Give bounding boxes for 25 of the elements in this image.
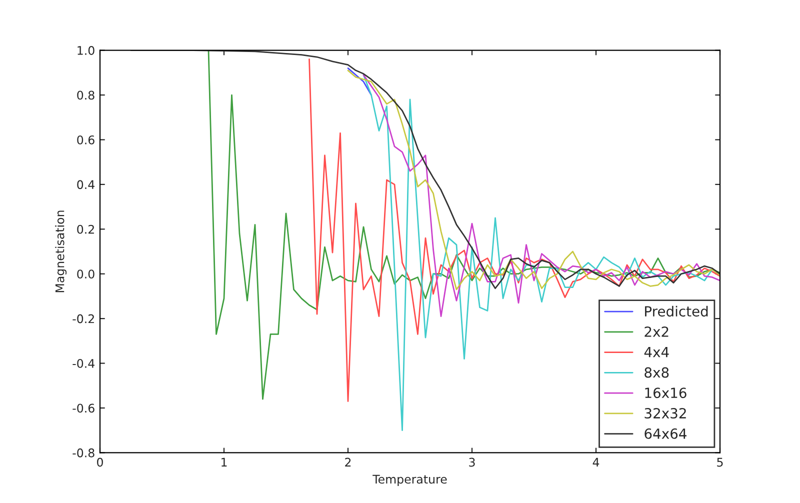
x-tick-label: 1 bbox=[222, 458, 227, 467]
x-tick-label: 3 bbox=[469, 458, 475, 467]
y-tick-label: 0.4 bbox=[77, 180, 94, 190]
legend-label: 16x16 bbox=[645, 388, 686, 398]
y-tick-label: 0.2 bbox=[77, 224, 94, 234]
y-tick-label: -0.8 bbox=[72, 448, 94, 458]
y-tick-label: -0.6 bbox=[72, 404, 94, 413]
x-tick-label: 0 bbox=[97, 458, 103, 467]
y-tick-label: 0.6 bbox=[77, 135, 94, 144]
x-tick-label: 4 bbox=[592, 458, 600, 467]
y-tick-label: 1.0 bbox=[78, 46, 94, 55]
x-tick-label: 2 bbox=[345, 458, 351, 467]
y-axis-title: Magnetisation bbox=[55, 210, 67, 292]
legend-label: 2x2 bbox=[644, 326, 668, 337]
legend-label: 8x8 bbox=[644, 367, 669, 378]
x-tick-label: 5 bbox=[717, 458, 723, 467]
y-tick-label: -0.4 bbox=[72, 359, 94, 368]
y-tick-label: 0.8 bbox=[77, 90, 94, 100]
y-tick-label: -0.2 bbox=[72, 314, 94, 324]
legend-label: 32x32 bbox=[644, 408, 686, 419]
legend-label: 4x4 bbox=[644, 347, 669, 358]
legend-label: Predicted bbox=[645, 306, 708, 317]
legend-label: 64x64 bbox=[644, 428, 686, 439]
x-axis-title: Temperature bbox=[372, 474, 447, 486]
y-tick-label: 0.0 bbox=[77, 270, 94, 279]
